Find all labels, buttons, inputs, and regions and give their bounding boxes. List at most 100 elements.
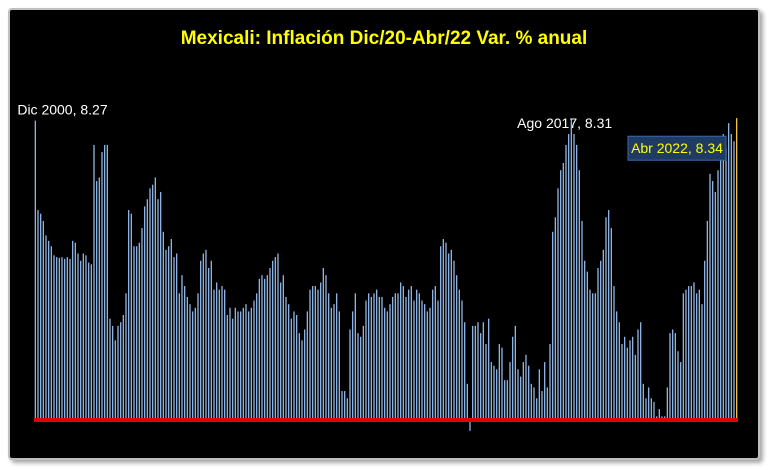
bar: [165, 249, 167, 420]
bar: [373, 293, 375, 420]
bar: [138, 242, 140, 420]
bar: [312, 286, 314, 420]
bar: [352, 311, 354, 420]
bar: [272, 260, 274, 420]
bar: [608, 210, 610, 420]
bar: [562, 162, 564, 421]
bar: [301, 340, 303, 420]
bar: [594, 293, 596, 420]
bar: [168, 246, 170, 420]
bar: [130, 213, 132, 420]
bar: [136, 246, 138, 420]
bar: [512, 336, 514, 420]
bar: [400, 282, 402, 420]
bar-series: [34, 118, 738, 431]
bar: [522, 362, 524, 420]
bar: [714, 191, 716, 420]
bar: [314, 286, 316, 420]
bar: [658, 409, 660, 420]
bar: [34, 120, 36, 420]
bar: [170, 239, 172, 420]
bar: [368, 293, 370, 420]
bar: [410, 286, 412, 420]
bar: [605, 217, 607, 420]
bar: [40, 213, 42, 420]
bar: [698, 289, 700, 420]
bar: [653, 401, 655, 420]
bar: [496, 369, 498, 420]
bar: [504, 380, 506, 420]
bar: [72, 240, 74, 420]
bar: [490, 362, 492, 420]
bar: [416, 289, 418, 420]
inflation-bar-chart: Mexicali: Inflación Dic/20-Abr/22 Var. %…: [17, 28, 738, 431]
bar: [309, 289, 311, 420]
bar: [701, 304, 703, 420]
bar: [570, 119, 572, 421]
bar: [296, 315, 298, 420]
bar: [549, 343, 551, 420]
bar: [282, 275, 284, 420]
bar: [218, 289, 220, 420]
bar: [429, 307, 431, 420]
bar: [666, 387, 668, 420]
bar: [208, 267, 210, 420]
bar: [685, 289, 687, 420]
bar: [50, 246, 52, 420]
bar: [152, 184, 154, 420]
bar: [384, 307, 386, 420]
bar: [304, 329, 306, 420]
annotation-text: Abr 2022, 8.34: [631, 140, 723, 156]
bar: [546, 387, 548, 420]
chart-title: Mexicali: Inflación Dic/20-Abr/22 Var. %…: [181, 28, 588, 49]
bar: [184, 286, 186, 420]
bar: [66, 257, 68, 420]
bar: [178, 293, 180, 420]
bar: [405, 296, 407, 420]
bar: [376, 289, 378, 420]
bar: [544, 362, 546, 420]
bar: [237, 311, 239, 420]
bar: [88, 262, 90, 420]
bar: [74, 242, 76, 420]
bar: [328, 293, 330, 420]
bar: [442, 239, 444, 420]
bar: [696, 293, 698, 420]
bar: [408, 289, 410, 420]
bar: [37, 210, 39, 420]
bar: [344, 391, 346, 420]
annotation-box: [627, 135, 727, 161]
bar: [560, 170, 562, 420]
bar: [586, 271, 588, 420]
bar: [434, 286, 436, 420]
bar: [338, 311, 340, 420]
bar: [712, 181, 714, 420]
bar: [525, 354, 527, 420]
bar: [709, 173, 711, 420]
bar: [210, 260, 212, 420]
bar: [98, 177, 100, 420]
bar: [189, 304, 191, 420]
bar: [149, 188, 151, 420]
bar: [200, 260, 202, 420]
bar: [221, 286, 223, 420]
bar: [146, 199, 148, 420]
bar: [157, 199, 159, 420]
bar: [717, 170, 719, 420]
bar: [122, 315, 124, 420]
bar: [362, 325, 364, 420]
bar: [584, 260, 586, 420]
bar: [245, 304, 247, 420]
bar: [600, 260, 602, 420]
bar: [680, 362, 682, 420]
bar: [426, 311, 428, 420]
bar: [101, 152, 103, 420]
bar: [733, 141, 735, 420]
bar: [493, 365, 495, 420]
bar: [557, 188, 559, 420]
bar: [306, 311, 308, 420]
bar: [616, 311, 618, 420]
bar: [640, 322, 642, 420]
bar: [458, 289, 460, 420]
bar: [133, 246, 135, 420]
